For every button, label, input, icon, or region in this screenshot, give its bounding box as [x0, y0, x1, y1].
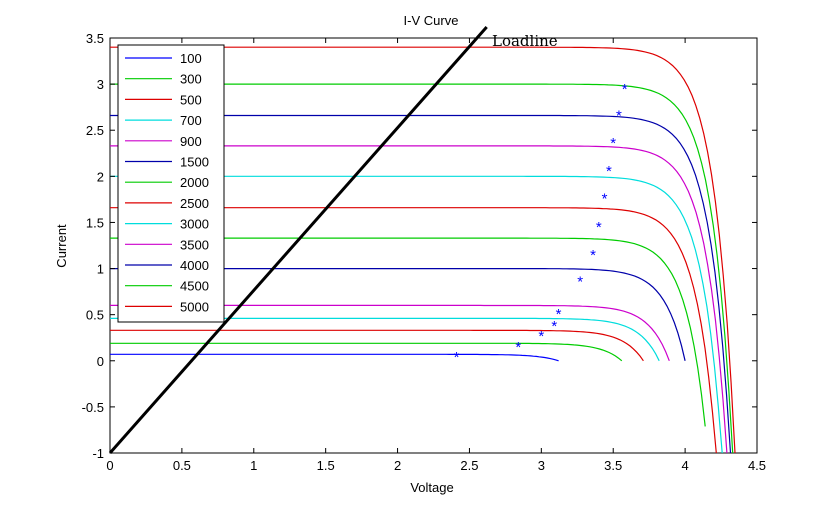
- y-axis-label: Current: [54, 224, 69, 268]
- y-tick-label: 2.5: [86, 123, 104, 138]
- series-line-500: [110, 329, 644, 362]
- mpp-marker-4000: *: [610, 135, 616, 152]
- mpp-markers-group: *************: [454, 81, 628, 366]
- legend-label: 500: [180, 92, 202, 107]
- x-axis-ticks: 0 0.5 1 1.5 2 2.5 3 3.5 4 4.5: [106, 38, 766, 473]
- y-tick-label: 1: [97, 262, 104, 277]
- series-line-300: [110, 342, 623, 362]
- y-tick-label: 0: [97, 354, 104, 369]
- x-tick-label: 1.5: [317, 458, 335, 473]
- x-tick-label: 3: [538, 458, 545, 473]
- legend: 100 300 500 700 900 1500 2000 2500 3000 3500 4000 4…: [117, 44, 225, 323]
- loadline-label: Loadline: [492, 32, 558, 50]
- legend-label: 2000: [180, 175, 209, 190]
- legend-label: 5000: [180, 299, 209, 314]
- y-tick-label: 3.5: [86, 31, 104, 46]
- mpp-marker-2000: *: [590, 247, 596, 264]
- y-axis-ticks: -1 -0.5 0 0.5 1 1.5 2 2.5 3 3.5: [82, 31, 757, 461]
- legend-label: 2500: [180, 196, 209, 211]
- mpp-marker-1500: *: [577, 274, 583, 291]
- x-tick-label: 4.5: [748, 458, 766, 473]
- x-axis-label: Voltage: [410, 480, 453, 495]
- mpp-marker-900: *: [556, 306, 562, 323]
- legend-label: 4000: [180, 258, 209, 273]
- x-tick-label: 1: [250, 458, 257, 473]
- mpp-marker-700: *: [551, 318, 557, 335]
- legend-box: [117, 44, 225, 323]
- mpp-marker-3500: *: [606, 163, 612, 180]
- mpp-marker-5000: *: [622, 81, 628, 98]
- x-tick-label: 0.5: [173, 458, 191, 473]
- legend-label: 1500: [180, 155, 209, 170]
- mpp-marker-2500: *: [596, 219, 602, 236]
- mpp-marker-500: *: [538, 328, 544, 345]
- x-tick-label: 2.5: [460, 458, 478, 473]
- legend-label: 3500: [180, 237, 209, 252]
- x-tick-label: 0: [106, 458, 113, 473]
- x-tick-label: 4: [681, 458, 688, 473]
- series-line-100: [110, 353, 559, 362]
- y-tick-label: 0.5: [86, 308, 104, 323]
- y-tick-label: 2: [97, 169, 104, 184]
- legend-label: 100: [180, 51, 202, 66]
- y-tick-label: 1.5: [86, 215, 104, 230]
- x-tick-label: 2: [394, 458, 401, 473]
- legend-label: 3000: [180, 217, 209, 232]
- legend-label: 900: [180, 134, 202, 149]
- mpp-marker-3000: *: [602, 191, 608, 208]
- mpp-marker-100: *: [454, 349, 460, 366]
- y-tick-label: -1: [92, 446, 104, 461]
- x-tick-label: 3.5: [604, 458, 622, 473]
- loadline: [108, 26, 488, 454]
- legend-label: 300: [180, 72, 202, 87]
- y-tick-label: -0.5: [82, 400, 104, 415]
- chart-title: I-V Curve: [404, 13, 459, 28]
- mpp-marker-4500: *: [616, 108, 622, 125]
- y-tick-label: 3: [97, 77, 104, 92]
- legend-label: 700: [180, 113, 202, 128]
- mpp-marker-300: *: [515, 339, 521, 356]
- legend-label: 4500: [180, 279, 209, 294]
